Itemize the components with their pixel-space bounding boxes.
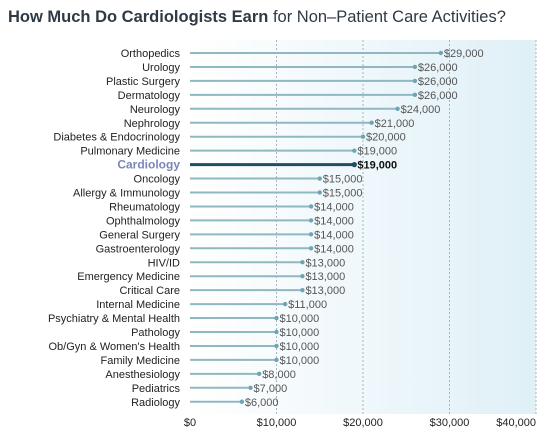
bar-end-dot [360,134,366,139]
category-label: Internal Medicine [96,299,180,311]
category-labels: Orthopedics Urology Plastic Surgery Dermato… [48,48,181,409]
chart-title: How Much Do Cardiologists Earn for Non–P… [8,8,506,27]
bar-end-dot [395,106,400,112]
category-label: Orthopedics [121,48,181,60]
category-label: Pulmonary Medicine [80,146,180,158]
category-label: Pediatrics [132,383,181,395]
bar-end-dot [300,287,305,293]
value-label: $14,000 [314,201,354,213]
category-label: Critical Care [119,285,180,297]
bar-end-dot [317,190,322,195]
value-labels: $29,000 $26,000 $26,000 $26,000 $24,000 $21,0… [245,48,484,409]
bar-end-dot [274,357,279,363]
value-label: $14,000 [314,215,354,227]
category-label: Diabetes & Endocrinology [53,132,180,144]
value-label: $10,000 [280,355,320,367]
value-label: $7,000 [254,383,288,395]
value-label: $6,000 [245,397,279,409]
category-label: Radiology [131,397,180,409]
bar-end-dot [412,92,418,98]
bar-end-dot [274,315,279,321]
value-label: $26,000 [418,76,458,88]
category-label: Psychiatry & Mental Health [48,313,180,325]
category-label: Pathology [131,327,180,339]
value-label: $10,000 [280,341,320,353]
bar-end-dot [308,232,314,237]
x-tick-label: $10,000 [257,417,297,429]
category-label: Emergency Medicine [77,271,180,283]
bar-end-dot [248,385,253,390]
value-label: $13,000 [305,257,345,269]
category-label: Rheumatology [109,201,180,213]
bar-end-dot [308,204,314,209]
bar-end-dot [274,329,279,335]
category-label: HIV/ID [148,257,180,269]
value-label: $24,000 [401,104,441,116]
category-label: Nephrology [124,118,181,130]
category-label: Oncology [134,174,181,186]
value-label: $15,000 [323,188,363,200]
value-label: $19,000 [357,160,397,172]
bar-end-dot [274,343,279,349]
category-label: Cardiology [117,158,180,172]
plot-background [190,40,536,414]
category-label: General Surgery [99,229,180,241]
value-label: $29,000 [444,48,484,60]
bars [190,50,444,404]
value-label: $14,000 [314,243,354,255]
x-tick-label: $0 [184,417,196,429]
category-label: Plastic Surgery [106,76,180,88]
category-label: Neurology [130,104,181,116]
x-axis-ticks: $0 $10,000 $20,000 $30,000 $40,000 [184,417,536,429]
value-label: $19,000 [357,146,397,158]
bar-end-dot [352,148,357,153]
bar-end-dot [300,260,305,265]
value-label: $20,000 [366,132,406,144]
bar-end-dot [351,162,357,168]
category-label: Family Medicine [101,355,180,367]
category-label: Dermatology [118,90,181,102]
category-label: Allergy & Immunology [73,188,180,200]
value-label: $14,000 [314,229,354,241]
value-label: $13,000 [305,285,345,297]
bar-end-dot [239,399,245,404]
value-label: $26,000 [418,62,458,74]
category-label: Ophthalmology [106,215,180,227]
chart-title-bold: How Much Do Cardiologists Earn [8,8,269,26]
x-tick-label: $40,000 [496,417,536,429]
bar-end-dot [412,78,418,84]
value-label: $13,000 [305,271,345,283]
value-label: $10,000 [280,313,320,325]
value-label: $21,000 [375,118,415,130]
value-label: $26,000 [418,90,458,102]
bar-end-dot [308,218,314,223]
category-label: Gastroenterology [96,243,181,255]
value-label: $10,000 [280,327,320,339]
chart-title-rest: for Non–Patient Care Activities? [268,8,506,26]
x-tick-label: $20,000 [343,417,383,429]
category-label: Urology [142,62,180,74]
bar-end-dot [282,301,288,307]
value-label: $11,000 [288,299,327,311]
bar-end-dot [308,246,314,251]
category-label: Anesthesiology [105,369,180,381]
x-tick-label: $30,000 [430,417,470,429]
bar-end-dot [257,371,262,377]
bar-end-dot [412,64,418,70]
bar-end-dot [438,50,444,56]
value-label: $8,000 [262,369,296,381]
value-label: $15,000 [323,174,363,186]
bar-end-dot [317,176,322,181]
bar-end-dot [369,120,374,125]
category-label: Ob/Gyn & Women's Health [48,341,180,353]
bar-end-dot [300,274,305,279]
